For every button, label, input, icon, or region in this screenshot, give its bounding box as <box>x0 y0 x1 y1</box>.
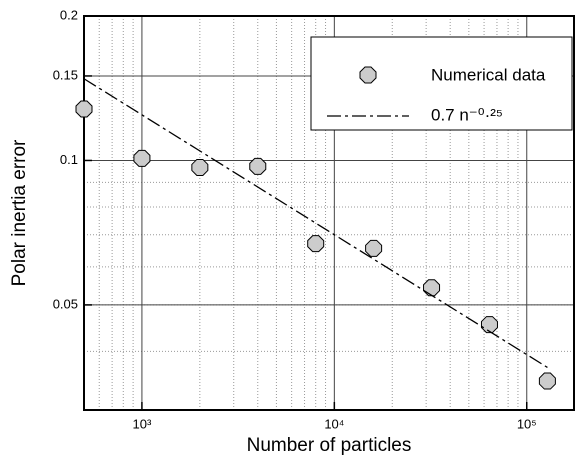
legend-label: 0.7 n⁻⁰·²⁵ <box>431 105 503 124</box>
plot-area <box>75 78 556 390</box>
data-point <box>75 100 93 118</box>
data-point <box>133 149 151 167</box>
y-axis-title: Polar inertia error <box>9 139 30 286</box>
fit-line <box>83 78 550 369</box>
y-tick-label: 0.1 <box>60 152 78 167</box>
data-point <box>538 372 556 390</box>
legend-box <box>310 36 573 131</box>
y-tick-label: 0.05 <box>53 296 78 311</box>
data-point <box>423 279 441 297</box>
data-point <box>365 239 383 257</box>
y-tick-label: 0.2 <box>60 7 78 22</box>
plot-frame <box>83 15 575 411</box>
y-tick-label: 0.15 <box>53 67 78 82</box>
data-point <box>307 235 325 253</box>
data-point <box>249 157 267 175</box>
legend-marker <box>359 66 377 84</box>
x-axis-title: Number of particles <box>247 435 412 456</box>
x-tick-label: 10³ <box>133 416 152 431</box>
x-tick-label: 10⁴ <box>324 416 344 431</box>
x-tick-label: 10⁵ <box>517 416 537 431</box>
data-point <box>480 316 498 334</box>
legend-label: Numerical data <box>431 65 546 84</box>
data-point <box>191 158 209 176</box>
